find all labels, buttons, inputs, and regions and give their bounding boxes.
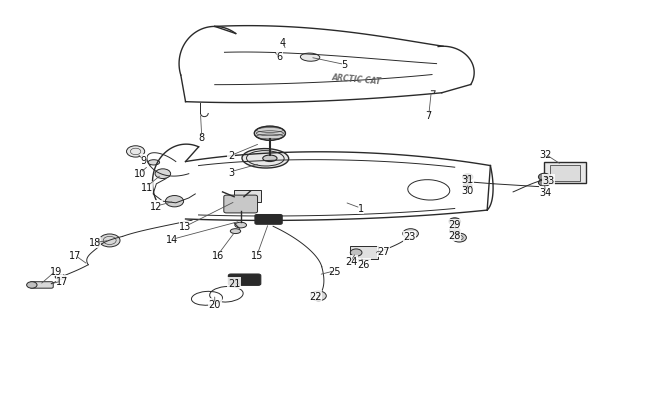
Circle shape xyxy=(449,218,461,226)
Text: 31: 31 xyxy=(462,174,474,184)
Text: 2: 2 xyxy=(228,151,234,161)
Text: ARCTIC CAT: ARCTIC CAT xyxy=(331,73,382,86)
Circle shape xyxy=(99,234,120,247)
Text: 12: 12 xyxy=(150,202,162,211)
Text: 7: 7 xyxy=(426,111,432,121)
Text: 16: 16 xyxy=(212,250,224,260)
Text: 32: 32 xyxy=(540,150,552,160)
Ellipse shape xyxy=(242,149,289,168)
FancyBboxPatch shape xyxy=(228,274,261,286)
FancyBboxPatch shape xyxy=(234,191,261,202)
Text: 34: 34 xyxy=(540,188,552,197)
Circle shape xyxy=(350,249,362,257)
Text: 3: 3 xyxy=(228,167,234,177)
Ellipse shape xyxy=(300,54,320,62)
Text: 13: 13 xyxy=(179,222,192,232)
Circle shape xyxy=(27,282,37,288)
Text: 23: 23 xyxy=(403,232,415,242)
Text: 15: 15 xyxy=(251,251,263,261)
Text: 29: 29 xyxy=(448,220,461,230)
Text: 20: 20 xyxy=(209,299,221,309)
Text: 10: 10 xyxy=(134,168,146,179)
Circle shape xyxy=(452,234,467,243)
Text: 28: 28 xyxy=(448,230,461,241)
Text: 26: 26 xyxy=(358,259,370,269)
Circle shape xyxy=(403,229,419,239)
Circle shape xyxy=(166,196,183,207)
Circle shape xyxy=(450,228,460,234)
Circle shape xyxy=(127,146,145,158)
FancyBboxPatch shape xyxy=(544,163,586,184)
Text: 6: 6 xyxy=(276,51,283,62)
Circle shape xyxy=(155,169,171,179)
Text: 22: 22 xyxy=(309,291,322,301)
Circle shape xyxy=(463,183,473,189)
Text: 24: 24 xyxy=(344,256,357,266)
FancyBboxPatch shape xyxy=(350,246,378,260)
Circle shape xyxy=(538,174,550,181)
Text: 19: 19 xyxy=(49,266,62,276)
Ellipse shape xyxy=(230,229,240,234)
Text: 17: 17 xyxy=(69,251,81,261)
Ellipse shape xyxy=(55,275,66,279)
Text: 4: 4 xyxy=(280,38,286,48)
Circle shape xyxy=(311,291,326,301)
Text: 25: 25 xyxy=(328,266,341,276)
Text: 11: 11 xyxy=(140,182,153,192)
Text: 17: 17 xyxy=(56,276,68,286)
Ellipse shape xyxy=(235,223,246,228)
Ellipse shape xyxy=(148,160,160,166)
Text: 33: 33 xyxy=(543,175,555,185)
Text: 30: 30 xyxy=(462,185,474,195)
Text: 14: 14 xyxy=(166,234,179,245)
Text: 1: 1 xyxy=(358,204,364,213)
Text: 18: 18 xyxy=(88,238,101,248)
Text: 27: 27 xyxy=(377,247,389,257)
Circle shape xyxy=(538,179,550,187)
FancyBboxPatch shape xyxy=(550,166,580,181)
Text: 8: 8 xyxy=(199,133,205,143)
Ellipse shape xyxy=(254,127,285,141)
Text: 5: 5 xyxy=(341,60,348,70)
Text: 9: 9 xyxy=(140,155,146,165)
FancyBboxPatch shape xyxy=(224,196,257,213)
Circle shape xyxy=(463,174,473,181)
FancyBboxPatch shape xyxy=(30,282,53,288)
Ellipse shape xyxy=(263,156,277,162)
FancyBboxPatch shape xyxy=(255,215,282,225)
Text: 21: 21 xyxy=(228,278,240,288)
